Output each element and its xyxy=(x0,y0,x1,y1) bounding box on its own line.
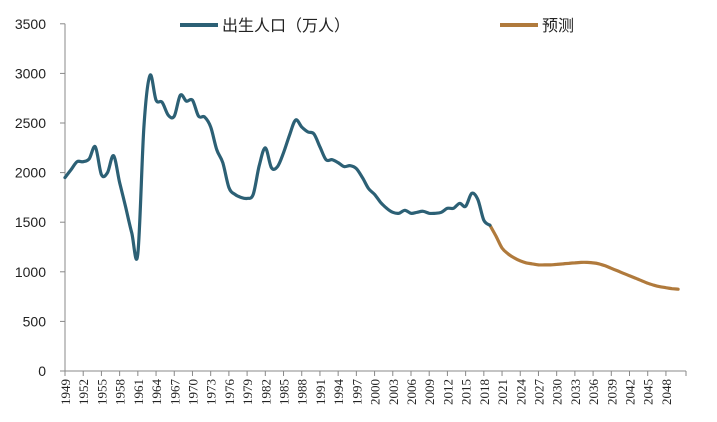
legend-label-forecast: 预测 xyxy=(542,16,574,35)
x-tick-label: 1970 xyxy=(185,379,200,405)
y-tick-label: 500 xyxy=(23,313,47,329)
y-tick-label: 3500 xyxy=(15,16,46,32)
x-tick-label: 1976 xyxy=(222,379,237,406)
series-line-forecast xyxy=(488,223,680,291)
x-tick-label: 1979 xyxy=(240,379,255,405)
x-tick-label: 1994 xyxy=(331,379,346,406)
x-tick-label: 1961 xyxy=(131,379,146,405)
x-tick-label: 1988 xyxy=(295,379,310,405)
x-tick-label: 1958 xyxy=(113,379,128,405)
x-tick-label: 2027 xyxy=(531,379,546,406)
x-tick-label: 2003 xyxy=(386,379,401,405)
y-tick-label: 2500 xyxy=(15,115,46,131)
x-tick-label: 2021 xyxy=(495,379,510,405)
x-tick-label: 2024 xyxy=(513,379,528,406)
x-axis: 1949 1952 1955 1958 1961 1964 1967 1970 1973 1976… xyxy=(58,370,687,406)
x-tick-label: 2039 xyxy=(604,379,619,405)
x-tick-label: 2006 xyxy=(404,379,419,406)
x-tick-label: 2000 xyxy=(368,379,383,405)
x-tick-label: 1991 xyxy=(313,379,328,405)
y-tick-label: 1000 xyxy=(15,264,46,280)
x-tick-label: 1964 xyxy=(149,379,164,406)
x-tick-label: 2036 xyxy=(586,379,601,406)
x-tick-label: 2048 xyxy=(659,379,674,405)
x-tick-label: 1973 xyxy=(204,379,219,405)
x-tick-label: 1949 xyxy=(58,379,73,405)
x-tick-label: 2009 xyxy=(422,379,437,405)
y-tick-label: 1500 xyxy=(15,214,46,230)
legend-label-births: 出生人口（万人） xyxy=(222,16,350,35)
x-tick-label: 2045 xyxy=(641,379,656,405)
x-tick-label: 2015 xyxy=(459,379,474,405)
x-tick-label: 1967 xyxy=(167,379,182,406)
x-tick-label: 2012 xyxy=(440,379,455,405)
y-tick-label: 0 xyxy=(38,363,46,379)
x-tick-label: 1985 xyxy=(277,379,292,405)
x-tick-label: 2033 xyxy=(568,379,583,405)
x-tick-label: 1955 xyxy=(94,379,109,405)
x-tick-label: 1952 xyxy=(76,379,91,405)
y-tick-label: 3000 xyxy=(15,65,46,81)
x-tick-label: 1982 xyxy=(258,379,273,405)
legend: 出生人口（万人） 预测 xyxy=(180,16,574,35)
series-line-births xyxy=(63,73,492,261)
y-axis: 0 500 1000 1500 2000 2500 3000 3500 xyxy=(15,16,66,379)
x-tick-label: 2018 xyxy=(477,379,492,405)
x-tick-label: 2042 xyxy=(623,379,638,405)
x-tick-label: 1997 xyxy=(349,379,364,406)
plot-area xyxy=(63,73,680,291)
y-tick-label: 2000 xyxy=(15,165,46,181)
x-tick-label: 2030 xyxy=(550,379,565,405)
